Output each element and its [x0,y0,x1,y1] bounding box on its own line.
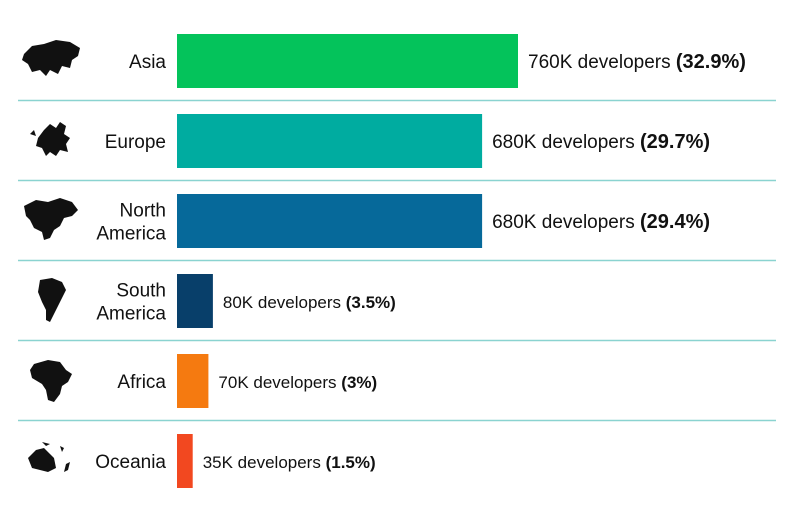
row-separators [18,99,776,422]
bar-south-america [177,274,213,328]
category-labels: Asia Europe North America South America Africa… [95,52,166,473]
category-label-north-america: North America [96,201,166,245]
africa-map-icon [30,360,72,402]
category-label-europe: Europe [105,132,166,153]
south-america-map-icon [38,278,66,322]
region-icons [22,40,80,472]
value-label-south-america: 80K developers (3.5%) [223,293,396,312]
bar-asia [177,34,518,88]
category-label-asia: Asia [129,52,166,73]
bar-north-america [177,194,483,248]
value-label-oceania: 35K developers (1.5%) [203,453,376,472]
bar-europe [177,114,483,168]
category-label-south-america: South America [96,281,166,325]
bar-oceania [177,434,193,488]
oceania-map-icon [28,442,70,472]
value-label-asia: 760K developers (32.9%) [528,51,746,73]
category-label-oceania: Oceania [95,452,166,473]
value-label-africa: 70K developers (3%) [218,373,377,392]
asia-map-icon [22,40,80,76]
bars [177,34,518,488]
europe-map-icon [30,122,70,156]
category-label-africa: Africa [117,372,166,393]
bar-africa [177,354,209,408]
value-label-europe: 680K developers (29.7%) [492,131,710,153]
value-labels: 760K developers (32.9%) 680K developers (… [203,51,746,472]
north-america-map-icon [24,198,78,240]
value-label-north-america: 680K developers (29.4%) [492,211,710,233]
